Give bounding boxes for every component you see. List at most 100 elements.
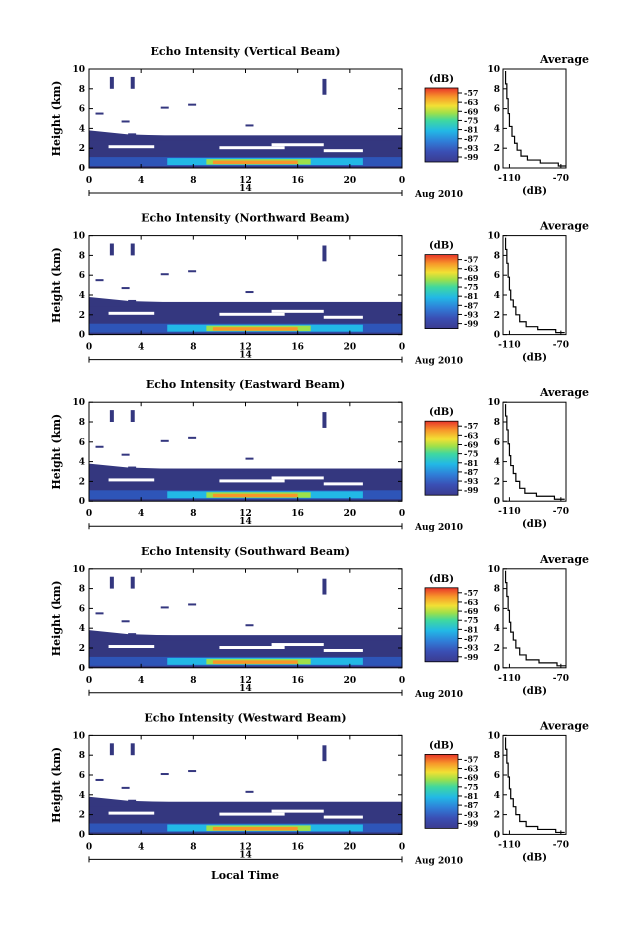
average-profile-line [504,737,565,834]
echo-speck [245,291,254,294]
colorbar-tick-label: -81 [464,791,478,801]
echo-gap [219,312,285,316]
echo-gap [271,809,324,813]
colorbar-unit: (dB) [429,574,454,585]
y-tick-label: 0 [79,664,85,674]
x-tick-label: 16 [291,176,304,186]
colorbar-tick-label: -87 [464,634,478,644]
average-x-tick-label: -70 [553,840,569,850]
colorbar-unit: (dB) [429,407,454,418]
y-tick-label: 4 [79,791,85,801]
y-tick-label: 2 [79,811,85,821]
y-tick-label: 8 [79,585,85,595]
average-y-tick-label: 6 [494,105,500,115]
y-tick-label: 8 [79,418,85,428]
echo-gap [108,645,155,648]
echo-speck [121,786,130,789]
day-label: 14 [239,850,252,860]
x-tick-label: 12 [239,343,252,353]
colorbar-tick-label: -63 [464,430,479,440]
echo-streak [130,743,135,756]
x-tick-label: 4 [138,176,144,186]
y-tick-label: 4 [79,124,85,134]
date-label: Aug 2010 [414,690,463,700]
y-tick-label: 4 [79,291,85,301]
colorbar-tick-label: -69 [464,106,479,116]
average-frame [502,401,567,502]
colorbar-tick-label: -75 [464,449,478,459]
colorbar-tick-label: -87 [464,300,478,310]
average-title: Average [539,386,589,399]
echo-streak [109,410,114,422]
echo-streak [322,745,327,762]
echo-core [212,660,298,664]
day-label: 14 [239,184,252,194]
x-tick-label: 12 [239,509,252,519]
y-tick-label: 0 [79,331,85,341]
y-tick-label: 10 [72,731,85,741]
echo-speck [95,778,104,781]
echo-gap [323,648,363,652]
y-tick-label: 0 [79,830,85,840]
colorbar-tick-label: -93 [464,143,479,153]
y-tick-label: 6 [79,604,85,614]
y-tick-label: 2 [79,311,85,321]
x-tick-label: 0 [399,509,405,519]
y-tick-label: 6 [79,105,85,115]
colorbar-tick-label: -69 [464,606,479,616]
colorbar-tick-label: -99 [464,652,479,662]
x-tick-label: 0 [86,509,92,519]
average-y-tick-label: 2 [494,144,500,154]
heatmap [89,743,402,835]
y-axis-label: Height (km) [50,414,63,490]
colorbar-tick-label: -87 [464,134,478,144]
average-y-tick-label: 4 [494,458,500,468]
colorbar [424,254,459,330]
y-tick-label: 6 [79,438,85,448]
colorbar-tick-label: -99 [464,152,479,162]
average-y-tick-label: 2 [494,811,500,821]
average-profile-line [504,570,566,667]
echo-gap [108,811,155,815]
x-tick-label: 8 [190,676,196,686]
x-tick-label: 20 [344,509,357,519]
echo-streak [109,743,114,756]
x-tick-label: 20 [344,343,357,353]
y-tick-label: 2 [79,644,85,654]
x-tick-label: 4 [138,676,144,686]
echo-core [212,493,298,498]
echo-speck [128,299,137,302]
colorbar-tick-label: -93 [464,309,479,319]
x-tick-label: 8 [190,509,196,519]
average-y-tick-label: 4 [494,791,500,801]
colorbar-tick-label: -81 [464,624,478,634]
colorbar-tick-label: -93 [464,476,479,486]
panel-3: Echo Intensity (Southward Beam) 0 2 4 6 8 10 He… [50,545,589,700]
average-frame [502,734,567,835]
echo-gap [323,815,363,819]
echo-gap [323,315,363,319]
colorbar-tick-label: -75 [464,615,478,625]
average-y-tick-label: 10 [487,232,500,242]
y-axis-label: Height (km) [50,247,63,323]
x-tick-label: 0 [86,176,92,186]
day-label: 14 [239,351,252,361]
echo-speck [160,106,169,109]
y-axis-label: Height (km) [50,580,63,656]
echo-layer-top [89,296,402,307]
echo-streak [109,243,114,256]
average-y-tick-label: 10 [487,565,500,575]
colorbar-tick-label: -69 [464,773,479,783]
average-profile-line [504,404,565,500]
colorbar-unit: (dB) [429,241,454,252]
echo-gap [108,478,155,482]
colorbar-unit: (dB) [429,740,454,751]
heatmap [89,243,402,335]
x-tick-label: 12 [239,676,252,686]
date-label: Aug 2010 [414,523,463,533]
echo-speck [128,133,137,136]
average-frame [502,68,567,169]
echo-speck [95,612,104,615]
average-y-tick-label: 8 [494,751,500,761]
echo-speck [188,770,197,773]
